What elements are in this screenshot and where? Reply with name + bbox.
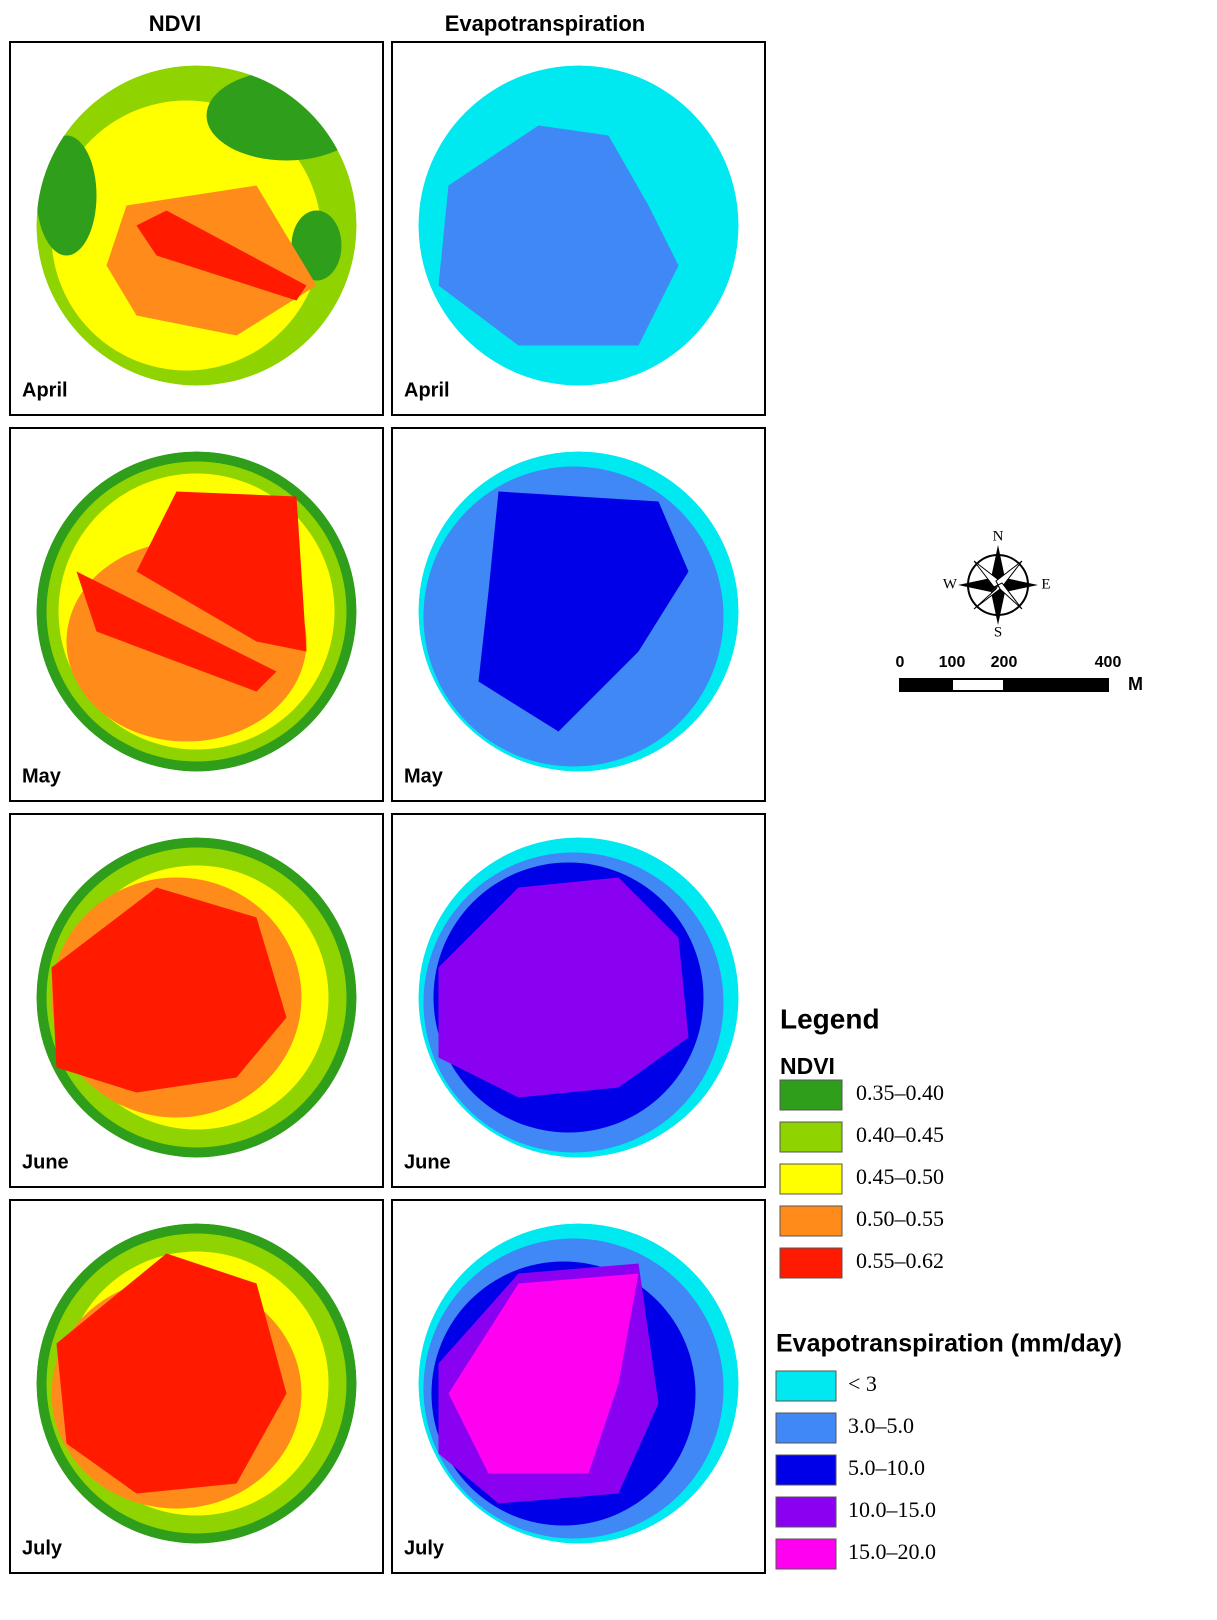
field-map-clipped bbox=[37, 452, 357, 772]
scale-label: 100 bbox=[939, 654, 966, 671]
legend-swatch bbox=[780, 1080, 842, 1110]
field-map-clipped bbox=[419, 838, 739, 1158]
field-map-clipped bbox=[37, 838, 357, 1158]
legend-swatch bbox=[780, 1122, 842, 1152]
legend-swatch bbox=[776, 1371, 836, 1401]
column-title: NDVI bbox=[149, 11, 202, 36]
legend-swatch bbox=[776, 1413, 836, 1443]
scale-unit: M bbox=[1128, 674, 1143, 694]
month-label: May bbox=[22, 765, 62, 787]
compass-label: N bbox=[993, 528, 1004, 544]
compass-label: S bbox=[994, 624, 1002, 640]
month-label: July bbox=[22, 1537, 63, 1559]
field-layers bbox=[419, 1224, 739, 1544]
compass: N S W E bbox=[943, 528, 1051, 640]
legend-label: 0.40–0.45 bbox=[856, 1122, 944, 1147]
legend-label: 5.0–10.0 bbox=[848, 1455, 925, 1480]
legend-swatch bbox=[776, 1455, 836, 1485]
field-layers bbox=[37, 1224, 357, 1544]
field-map-clipped bbox=[419, 66, 739, 386]
legend-label: 0.50–0.55 bbox=[856, 1206, 944, 1231]
legend-label: 0.45–0.50 bbox=[856, 1164, 944, 1189]
scale-label: 400 bbox=[1095, 654, 1122, 671]
scale-label: 0 bbox=[896, 654, 905, 671]
field-layers bbox=[37, 838, 357, 1158]
month-label: April bbox=[22, 379, 68, 401]
compass-label: W bbox=[943, 576, 958, 592]
legend-label: 3.0–5.0 bbox=[848, 1413, 914, 1438]
legend-title: Legend bbox=[780, 1003, 880, 1034]
legend-label: 0.35–0.40 bbox=[856, 1080, 944, 1105]
field-map-clipped bbox=[37, 1224, 357, 1544]
field-map-clipped bbox=[419, 452, 739, 772]
month-label: April bbox=[404, 379, 450, 401]
column-title: Evapotranspiration bbox=[445, 11, 645, 36]
legend-swatch bbox=[780, 1206, 842, 1236]
field-layers bbox=[37, 452, 357, 772]
field-layers bbox=[419, 838, 739, 1158]
field-layers bbox=[419, 452, 739, 772]
legend-label: 15.0–20.0 bbox=[848, 1539, 936, 1564]
month-label: June bbox=[404, 1151, 451, 1173]
month-label: July bbox=[404, 1537, 445, 1559]
legend-swatch bbox=[780, 1248, 842, 1278]
figure: NDVI Evapotranspiration N S W E Legend A… bbox=[0, 0, 1217, 1620]
legend-swatch bbox=[780, 1164, 842, 1194]
legend-label: < 3 bbox=[848, 1371, 877, 1396]
scale-label: 200 bbox=[991, 654, 1018, 671]
legend-group-title: Evapotranspiration (mm/day) bbox=[776, 1330, 1122, 1358]
legend-label: 0.55–0.62 bbox=[856, 1248, 944, 1273]
compass-label: E bbox=[1041, 576, 1050, 592]
scale-segment bbox=[1004, 679, 1108, 691]
field-map-clipped bbox=[419, 1224, 739, 1544]
legend-label: 10.0–15.0 bbox=[848, 1497, 936, 1522]
month-label: June bbox=[22, 1151, 69, 1173]
legend-swatch bbox=[776, 1497, 836, 1527]
legend-group-title: NDVI bbox=[780, 1053, 835, 1079]
scale-segment bbox=[952, 679, 1004, 691]
scale-segment bbox=[900, 679, 952, 691]
field-layers bbox=[419, 66, 739, 386]
legend-swatch bbox=[776, 1539, 836, 1569]
month-label: May bbox=[404, 765, 444, 787]
